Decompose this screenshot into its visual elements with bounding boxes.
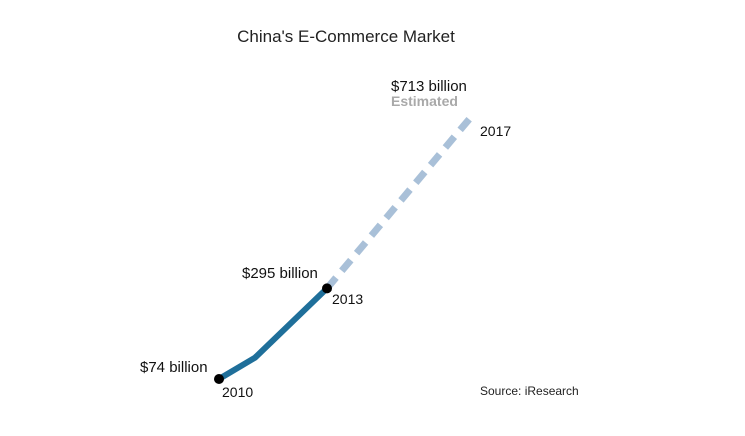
- year-label-2010: 2010: [222, 384, 253, 400]
- chart-title: China's E-Commerce Market: [237, 27, 455, 46]
- actual-series-line: [219, 288, 327, 379]
- year-label-2013: 2013: [332, 291, 363, 307]
- year-label-2017: 2017: [480, 123, 511, 139]
- value-label-2013: $295 billion: [242, 265, 318, 282]
- source-label: Source: iResearch: [480, 384, 579, 398]
- data-point-marker-2013: [322, 283, 332, 293]
- series-layer: [219, 117, 471, 379]
- estimated-label: Estimated: [391, 93, 458, 109]
- data-point-marker-2010: [214, 374, 224, 384]
- estimated-series-line: [327, 117, 471, 288]
- value-label-2010: $74 billion: [140, 359, 208, 376]
